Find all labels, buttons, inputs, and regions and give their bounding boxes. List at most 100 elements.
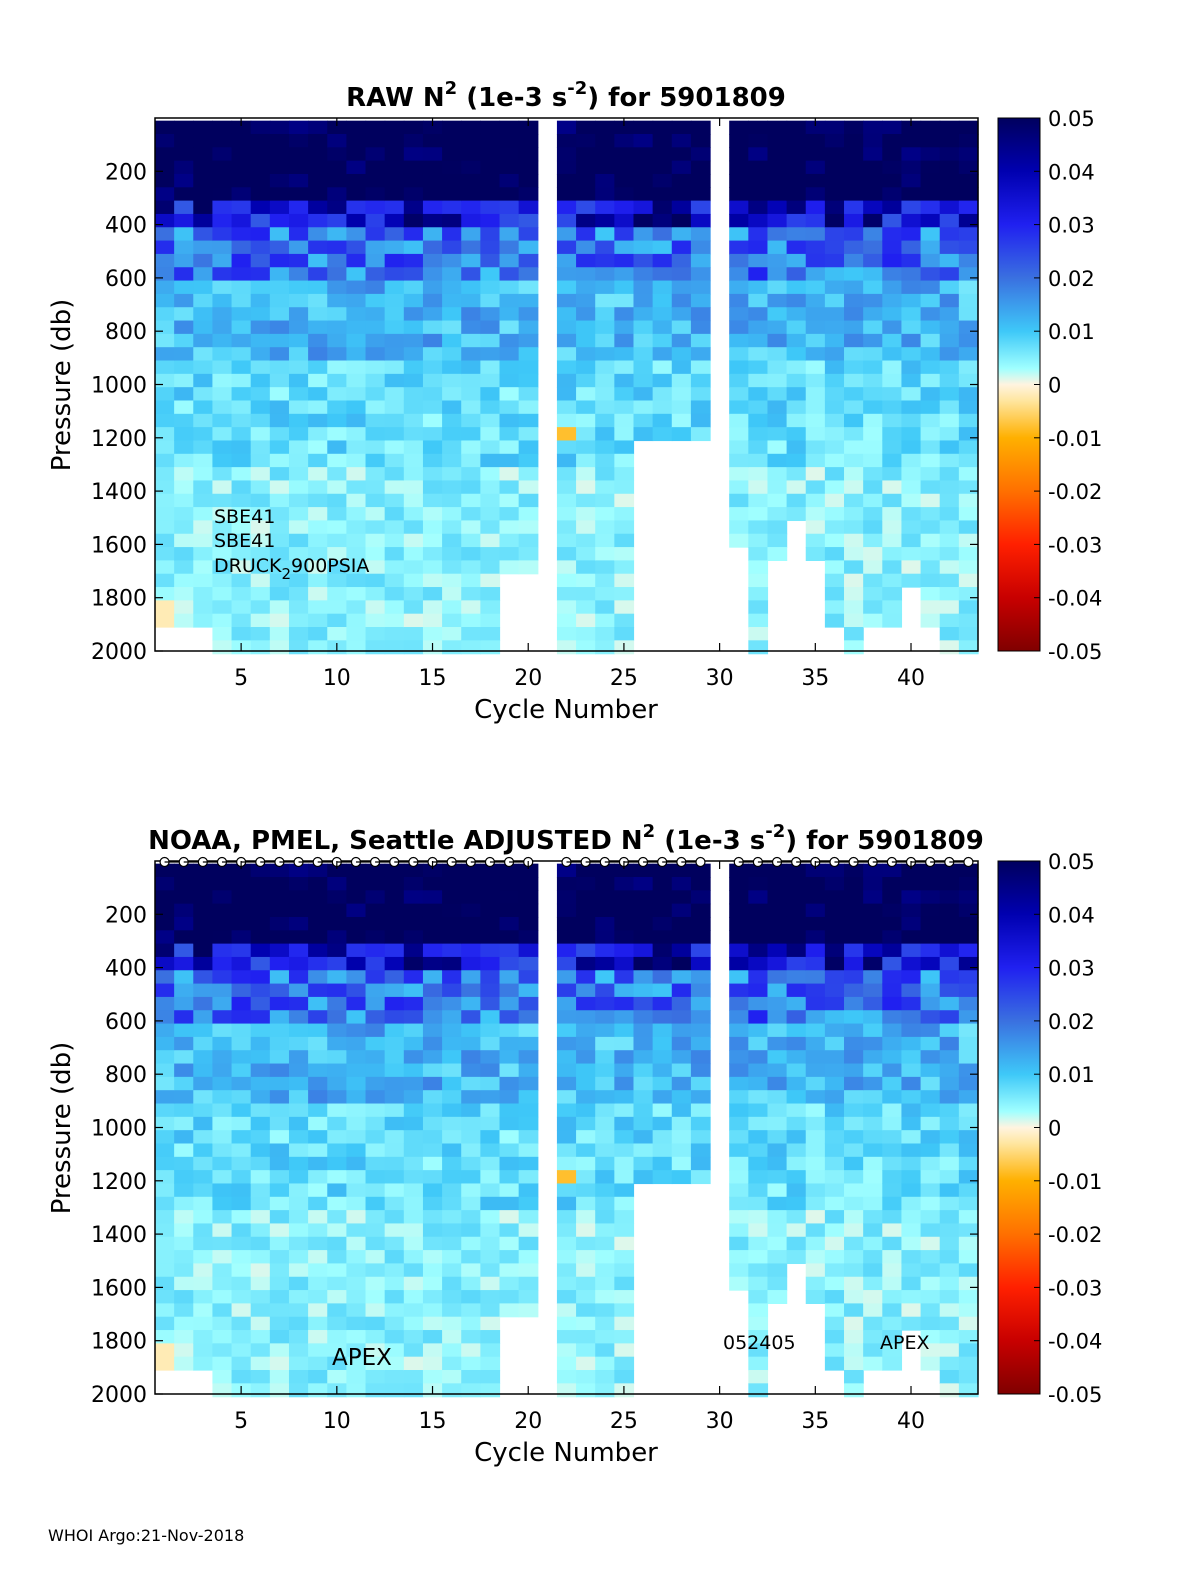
heatmap-cell xyxy=(499,560,520,575)
heatmap-cell xyxy=(633,427,654,442)
heatmap-cell xyxy=(844,120,864,135)
heatmap-cell xyxy=(805,213,826,228)
x-tick-label: 40 xyxy=(897,666,925,691)
heatmap-cell xyxy=(614,1076,635,1091)
heatmap-cell xyxy=(174,1116,194,1131)
heatmap-cell xyxy=(499,480,520,495)
heatmap-cell xyxy=(461,956,481,971)
heatmap-cell xyxy=(729,943,749,958)
heatmap-cell xyxy=(805,533,826,548)
heatmap-cell xyxy=(805,200,826,215)
heatmap-cell xyxy=(901,467,922,482)
heatmap-cell xyxy=(576,453,596,468)
heatmap-cell xyxy=(346,187,367,202)
heatmap-cell xyxy=(824,1316,845,1331)
heatmap-cell xyxy=(556,983,577,998)
heatmap-cell xyxy=(461,627,481,641)
heatmap-cell xyxy=(767,280,788,295)
heatmap-cell xyxy=(269,1143,290,1158)
heatmap-cell xyxy=(939,533,960,548)
heatmap-cell xyxy=(499,333,520,348)
heatmap-cell xyxy=(365,1130,386,1145)
heatmap-cell xyxy=(518,213,539,228)
heatmap-cell xyxy=(461,600,481,615)
heatmap-cell xyxy=(844,930,864,945)
heatmap-cell xyxy=(786,320,807,335)
heatmap-cell xyxy=(576,213,596,228)
heatmap-cell xyxy=(422,213,443,228)
heatmap-cell xyxy=(556,187,577,202)
heatmap-cell xyxy=(288,507,309,522)
heatmap-cell xyxy=(786,943,807,958)
heatmap-cell xyxy=(844,943,864,958)
y-tick-label: 1800 xyxy=(91,587,147,612)
heatmap-cell xyxy=(365,1303,386,1318)
heatmap-cell xyxy=(442,587,462,601)
heatmap-cell xyxy=(212,943,233,958)
heatmap-cell xyxy=(269,876,290,891)
heatmap-cell xyxy=(824,983,845,998)
heatmap-cell xyxy=(327,1036,347,1051)
heatmap-cell xyxy=(595,1050,615,1065)
heatmap-cell xyxy=(365,1236,386,1251)
heatmap-cell xyxy=(690,1143,711,1158)
heatmap-cell xyxy=(288,1343,309,1358)
heatmap-cell xyxy=(212,547,233,561)
heatmap-cell xyxy=(882,1036,903,1051)
heatmap-cell xyxy=(901,1210,922,1225)
heatmap-cell xyxy=(269,983,290,998)
heatmap-cell xyxy=(920,1330,941,1344)
heatmap-cell xyxy=(767,996,788,1011)
heatmap-cell xyxy=(155,1103,175,1118)
heatmap-cell xyxy=(576,587,596,601)
heatmap-cell xyxy=(958,1263,979,1278)
heatmap-cell xyxy=(614,1263,635,1278)
heatmap-cell xyxy=(174,956,194,971)
heatmap-cell xyxy=(767,1263,788,1278)
heatmap-cell xyxy=(403,1276,424,1291)
heatmap-cell xyxy=(308,240,328,255)
heatmap-cell xyxy=(384,133,405,148)
heatmap-cell xyxy=(958,467,979,482)
heatmap-cell xyxy=(422,440,443,455)
heatmap-cell xyxy=(327,147,347,162)
heatmap-cell xyxy=(958,613,979,628)
heatmap-cell xyxy=(499,293,520,308)
heatmap-cell xyxy=(920,970,941,985)
heatmap-cell xyxy=(518,1196,539,1211)
heatmap-cell xyxy=(690,200,711,215)
heatmap-cell xyxy=(193,1130,214,1145)
heatmap-cell xyxy=(824,970,845,985)
heatmap-cell xyxy=(786,187,807,202)
heatmap-cell xyxy=(595,1250,615,1265)
heatmap-cell xyxy=(155,1170,175,1185)
heatmap-cell xyxy=(365,1170,386,1185)
heatmap-cell xyxy=(576,1183,596,1198)
heatmap-cell xyxy=(422,533,443,548)
heatmap-cell xyxy=(939,520,960,535)
heatmap-cell xyxy=(576,427,596,442)
heatmap-cell xyxy=(882,863,903,878)
x-tick-label: 15 xyxy=(419,666,447,691)
heatmap-cell xyxy=(939,467,960,482)
heatmap-cell xyxy=(480,1023,501,1038)
heatmap-cell xyxy=(882,613,903,628)
heatmap-cell xyxy=(844,560,864,575)
heatmap-cell xyxy=(365,1103,386,1118)
heatmap-cell xyxy=(193,587,214,601)
heatmap-cell xyxy=(939,120,960,135)
heatmap-cell xyxy=(595,600,615,615)
heatmap-cell xyxy=(288,996,309,1011)
heatmap-cell xyxy=(422,427,443,442)
heatmap-cell xyxy=(901,520,922,535)
heatmap-cell xyxy=(499,400,520,415)
heatmap-cell xyxy=(767,1010,788,1025)
heatmap-cell xyxy=(346,876,367,891)
heatmap-cell xyxy=(690,876,711,891)
heatmap-cell xyxy=(422,1170,443,1185)
heatmap-cell xyxy=(403,1170,424,1185)
heatmap-cell xyxy=(614,520,635,535)
heatmap-cell xyxy=(193,903,214,918)
heatmap-cell xyxy=(384,387,405,402)
heatmap-cell xyxy=(748,890,769,905)
